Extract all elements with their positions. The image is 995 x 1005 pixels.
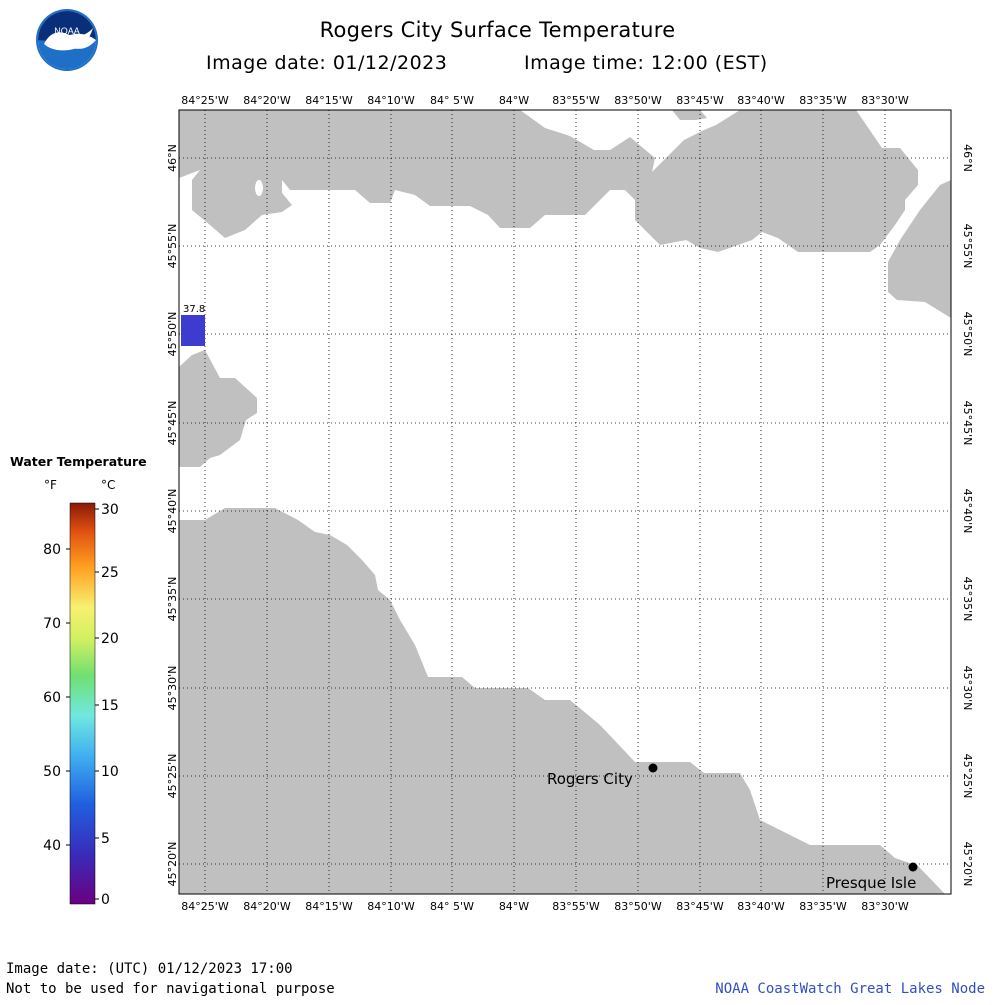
land-island-east: [888, 180, 951, 318]
noaa-logo: NOAA: [36, 9, 98, 71]
c-tick-label: 20: [101, 631, 119, 647]
graticule: [179, 110, 951, 894]
temperature-value: 37.8: [183, 304, 205, 315]
lon-label: 83°35'W: [799, 94, 847, 107]
f-tick-label: 80: [43, 542, 61, 558]
lat-label: 45°45'N: [166, 401, 179, 446]
c-tick-label: 15: [101, 698, 119, 714]
lon-label: 83°40'W: [737, 94, 785, 107]
lon-label: 84°10'W: [367, 94, 415, 107]
lon-label: 83°30'W: [861, 94, 909, 107]
lon-labels-bottom: 84°25'W 84°20'W 84°15'W 84°10'W 84° 5'W …: [181, 900, 909, 913]
lat-label: 45°20'N: [166, 842, 179, 887]
f-tick-label: 50: [43, 764, 61, 780]
lon-label: 84°20'W: [243, 94, 291, 107]
lat-label: 45°25'N: [961, 754, 974, 799]
rogers-city-marker[interactable]: [648, 763, 658, 773]
c-tick-label: 5: [101, 831, 110, 847]
lon-label: 84°W: [499, 94, 529, 107]
lon-label: 83°45'W: [676, 900, 724, 913]
land-south: [179, 508, 945, 894]
lat-label: 45°35'N: [166, 577, 179, 622]
image-time: Image time: 12:00 (EST): [524, 52, 768, 74]
footer-credit[interactable]: NOAA CoastWatch Great Lakes Node: [715, 981, 985, 997]
c-tick-label: 30: [101, 502, 119, 518]
lon-label: 84°W: [499, 900, 529, 913]
rogers-city-label: Rogers City: [547, 770, 633, 788]
image-date: Image date: 01/12/2023: [206, 52, 448, 74]
lon-label: 84°15'W: [305, 900, 353, 913]
lat-label: 45°55'N: [166, 224, 179, 269]
lat-labels-right: 46°N 45°55'N 45°50'N 45°45'N 45°40'N 45°…: [961, 144, 974, 886]
lon-label: 84° 5'W: [430, 94, 474, 107]
lat-label: 46°N: [961, 144, 974, 172]
lon-label: 83°55'W: [552, 94, 600, 107]
lon-label: 84°25'W: [181, 900, 229, 913]
legend-unit-c: °C: [101, 478, 115, 492]
f-tick-label: 60: [43, 690, 61, 706]
footer-utc-date: Image date: (UTC) 01/12/2023 17:00: [6, 961, 293, 977]
f-tick-labels: 80 70 60 50 40: [43, 542, 61, 854]
lat-label: 45°55'N: [961, 224, 974, 269]
lon-label: 84°10'W: [367, 900, 415, 913]
c-tick-labels: 30 25 20 15 10 5 0: [101, 502, 119, 908]
lon-label: 84° 5'W: [430, 900, 474, 913]
temperature-pixel[interactable]: [181, 315, 205, 346]
lat-label: 45°30'N: [961, 666, 974, 711]
lon-label: 84°25'W: [181, 94, 229, 107]
lon-label: 84°20'W: [243, 900, 291, 913]
land-west-point: [179, 350, 257, 467]
legend-title: Water Temperature: [10, 454, 147, 469]
lat-label: 45°40'N: [961, 489, 974, 534]
legend-unit-f: °F: [44, 478, 57, 492]
map-border: [178, 109, 952, 895]
color-scale-bar: [69, 502, 96, 905]
c-tick-label: 10: [101, 764, 119, 780]
page-title: Rogers City Surface Temperature: [319, 18, 676, 42]
lat-label: 45°20'N: [961, 842, 974, 887]
lon-label: 83°50'W: [614, 900, 662, 913]
land-north: [179, 110, 918, 252]
lon-label: 83°55'W: [552, 900, 600, 913]
lat-label: 45°40'N: [166, 489, 179, 534]
lon-label: 83°35'W: [799, 900, 847, 913]
lat-label: 45°45'N: [961, 401, 974, 446]
lat-label: 45°25'N: [166, 754, 179, 799]
f-tick-marks: [66, 508, 99, 900]
f-tick-label: 40: [43, 838, 61, 854]
lon-labels-top: 84°25'W 84°20'W 84°15'W 84°10'W 84° 5'W …: [181, 94, 909, 107]
lat-label: 46°N: [166, 144, 179, 172]
lon-label: 83°30'W: [861, 900, 909, 913]
lat-label: 45°30'N: [166, 666, 179, 711]
lon-label: 83°40'W: [737, 900, 785, 913]
lat-label: 45°50'N: [166, 312, 179, 357]
logo-text: NOAA: [54, 26, 80, 36]
lon-label: 84°15'W: [305, 94, 353, 107]
footer-disclaimer: Not to be used for navigational purpose: [6, 981, 335, 997]
presque-isle-marker[interactable]: [908, 862, 918, 872]
lon-label: 83°50'W: [614, 94, 662, 107]
lat-label: 45°50'N: [961, 312, 974, 357]
lat-label: 45°35'N: [961, 577, 974, 622]
c-tick-label: 0: [101, 892, 110, 908]
f-tick-label: 70: [43, 616, 61, 632]
c-tick-label: 25: [101, 565, 119, 581]
lon-label: 83°45'W: [676, 94, 724, 107]
presque-isle-label: Presque Isle: [826, 874, 916, 892]
lat-labels-left: 46°N 45°55'N 45°50'N 45°45'N 45°40'N 45°…: [166, 144, 179, 886]
